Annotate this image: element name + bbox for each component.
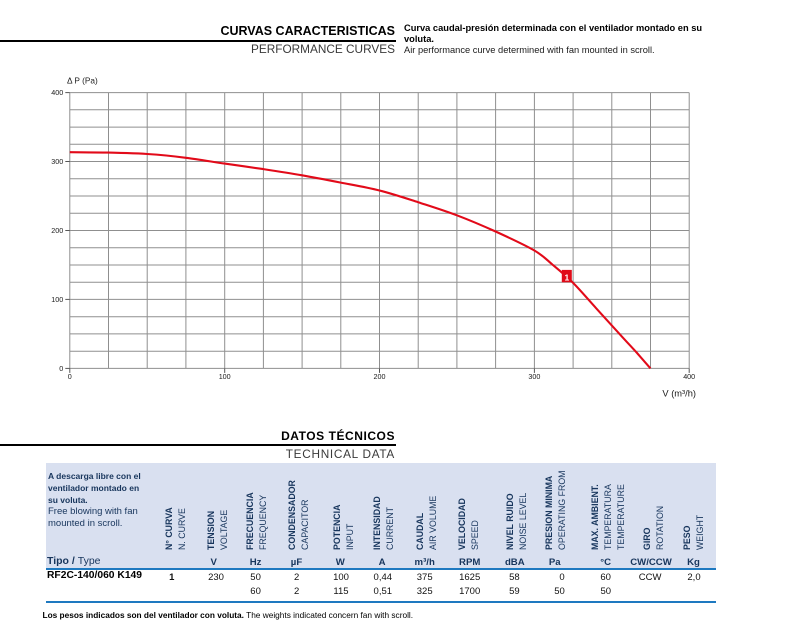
- svg-text:Δ P (Pa): Δ P (Pa): [67, 76, 98, 86]
- svg-text:1: 1: [565, 272, 570, 282]
- svg-text:200: 200: [374, 372, 386, 381]
- svg-text:200: 200: [51, 226, 63, 235]
- svg-text:400: 400: [51, 88, 63, 97]
- svg-text:400: 400: [683, 372, 695, 381]
- svg-text:V (m³/h): V (m³/h): [662, 389, 696, 399]
- svg-text:300: 300: [51, 157, 63, 166]
- svg-text:0: 0: [59, 364, 63, 373]
- svg-text:100: 100: [51, 295, 63, 304]
- svg-text:300: 300: [528, 372, 540, 381]
- svg-text:100: 100: [219, 372, 231, 381]
- svg-text:0: 0: [68, 372, 72, 381]
